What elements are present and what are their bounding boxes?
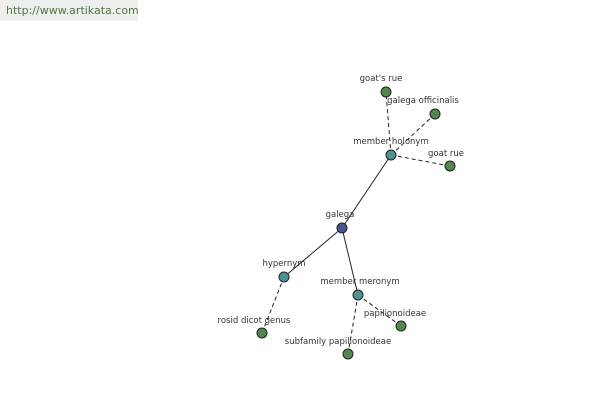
node-label: papilionoideae <box>364 309 426 319</box>
node-label: member holonym <box>353 137 428 147</box>
node-label: galega <box>326 210 355 220</box>
dashed-edge <box>347 294 359 355</box>
edge <box>341 154 392 229</box>
dashed-edge <box>385 91 392 156</box>
node-label: hypernym <box>262 259 305 269</box>
node[interactable] <box>385 149 397 161</box>
node[interactable] <box>256 327 268 339</box>
node[interactable] <box>342 348 354 360</box>
dashed-edge <box>357 294 402 327</box>
edge <box>341 227 359 296</box>
node-label: galega officinalis <box>387 96 459 106</box>
node[interactable] <box>395 320 407 332</box>
dashed-edge <box>261 276 285 334</box>
node[interactable] <box>336 222 348 234</box>
node[interactable] <box>444 160 456 172</box>
edge <box>283 227 343 278</box>
node-label: rosid dicot genus <box>218 316 291 326</box>
node[interactable] <box>429 108 441 120</box>
dashed-edge <box>390 113 436 156</box>
node-label: member meronym <box>320 277 399 287</box>
node-label: goat's rue <box>360 74 403 84</box>
node-label: goat rue <box>428 149 464 159</box>
node[interactable] <box>380 86 392 98</box>
node[interactable] <box>352 289 364 301</box>
node[interactable] <box>278 271 290 283</box>
dashed-edge <box>390 154 451 167</box>
site-url[interactable]: http://www.artikata.com <box>0 0 139 21</box>
node-label: subfamily papilionoideae <box>285 337 391 347</box>
